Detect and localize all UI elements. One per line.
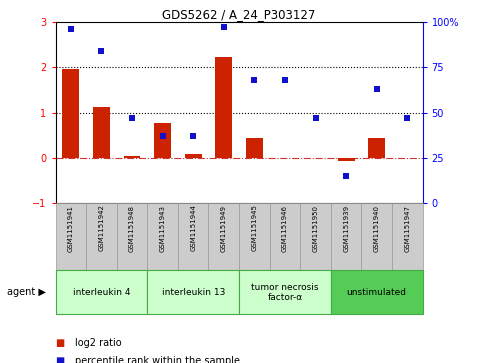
Bar xyxy=(209,203,239,270)
Bar xyxy=(246,138,263,158)
Text: GSM1151939: GSM1151939 xyxy=(343,205,349,252)
Title: GDS5262 / A_24_P303127: GDS5262 / A_24_P303127 xyxy=(162,8,316,21)
Text: tumor necrosis
factor-α: tumor necrosis factor-α xyxy=(251,282,319,302)
Bar xyxy=(62,69,79,158)
Bar xyxy=(56,203,86,270)
Bar xyxy=(147,270,239,314)
Text: ■: ■ xyxy=(56,338,68,348)
Bar xyxy=(331,203,361,270)
Text: GSM1151947: GSM1151947 xyxy=(404,205,411,252)
Bar xyxy=(331,270,423,314)
Text: GSM1151943: GSM1151943 xyxy=(159,205,166,252)
Text: unstimulated: unstimulated xyxy=(347,288,407,297)
Bar xyxy=(185,154,201,158)
Text: ■: ■ xyxy=(56,356,68,363)
Text: GSM1151940: GSM1151940 xyxy=(374,205,380,252)
Text: percentile rank within the sample: percentile rank within the sample xyxy=(75,356,240,363)
Text: GSM1151945: GSM1151945 xyxy=(251,205,257,252)
Text: agent ▶: agent ▶ xyxy=(7,287,46,297)
Bar xyxy=(270,203,300,270)
Text: GSM1151942: GSM1151942 xyxy=(99,205,104,252)
Bar xyxy=(338,158,355,161)
Bar xyxy=(117,203,147,270)
Bar xyxy=(361,203,392,270)
Text: interleukin 13: interleukin 13 xyxy=(161,288,225,297)
Bar xyxy=(392,203,423,270)
Text: GSM1151946: GSM1151946 xyxy=(282,205,288,252)
Bar xyxy=(239,270,331,314)
Bar xyxy=(300,203,331,270)
Text: interleukin 4: interleukin 4 xyxy=(72,288,130,297)
Text: GSM1151944: GSM1151944 xyxy=(190,205,196,252)
Bar xyxy=(147,203,178,270)
Bar xyxy=(93,107,110,158)
Bar xyxy=(56,270,147,314)
Text: GSM1151948: GSM1151948 xyxy=(129,205,135,252)
Text: GSM1151949: GSM1151949 xyxy=(221,205,227,252)
Text: GSM1151941: GSM1151941 xyxy=(68,205,74,252)
Bar xyxy=(215,57,232,158)
Text: GSM1151950: GSM1151950 xyxy=(313,205,319,252)
Bar xyxy=(239,203,270,270)
Bar xyxy=(124,156,141,158)
Bar xyxy=(178,203,209,270)
Bar xyxy=(154,123,171,158)
Bar xyxy=(86,203,117,270)
Bar xyxy=(369,138,385,158)
Text: log2 ratio: log2 ratio xyxy=(75,338,122,348)
